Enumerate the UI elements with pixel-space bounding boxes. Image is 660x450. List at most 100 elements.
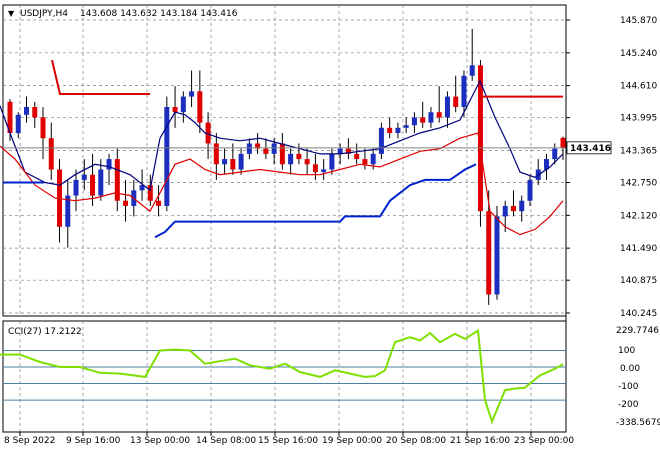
- candle-body: [15, 114, 21, 134]
- time-label: 23 Sep 00:00: [514, 436, 574, 446]
- candle-body: [147, 185, 153, 201]
- candle: [461, 70, 467, 118]
- candle-body: [329, 153, 335, 170]
- candle-body: [230, 159, 236, 170]
- candle-body: [552, 148, 558, 160]
- candle-body: [378, 127, 384, 154]
- candle: [197, 70, 203, 134]
- candle: [519, 195, 525, 222]
- candle: [24, 96, 30, 123]
- candle-body: [453, 96, 459, 107]
- candle-body: [494, 216, 500, 295]
- candle-body: [156, 200, 162, 206]
- candle-body: [519, 200, 525, 212]
- time-label: 9 Sep 16:00: [66, 436, 121, 446]
- candle: [15, 112, 21, 139]
- candle-body: [477, 65, 483, 212]
- candle-body: [180, 96, 186, 113]
- candle-body: [304, 159, 310, 165]
- candle-body: [362, 159, 368, 165]
- cci-levels: [3, 349, 566, 401]
- candle-body: [263, 148, 269, 154]
- candle-body: [370, 153, 376, 165]
- candle-body: [395, 127, 401, 134]
- candle-body: [354, 153, 360, 160]
- candle-body: [197, 91, 203, 123]
- candle-body: [32, 106, 38, 118]
- candle-body: [387, 127, 393, 134]
- candle: [510, 190, 516, 217]
- time-label: 15 Sep 16:00: [258, 436, 318, 446]
- time-label: 21 Sep 16:00: [450, 436, 510, 446]
- candle: [81, 159, 87, 191]
- price-label: 145.240: [620, 49, 657, 59]
- price-label: 144.610: [620, 82, 657, 92]
- candle-body: [543, 159, 549, 170]
- candle-body: [411, 117, 417, 126]
- candle-body: [560, 137, 566, 148]
- cci-header: CCI(27) 17.2122: [8, 327, 82, 337]
- cci-label: 229.7746: [616, 326, 659, 336]
- candle-body: [279, 143, 285, 165]
- candle-body: [428, 112, 434, 123]
- candle-body: [461, 75, 467, 107]
- stop-lines: [3, 59, 563, 239]
- candle: [246, 138, 252, 160]
- candle: [32, 101, 38, 128]
- candle-body: [420, 117, 426, 123]
- candle: [73, 169, 79, 212]
- candle: [436, 86, 442, 123]
- candle: [312, 153, 318, 180]
- stop-line-red: [51, 59, 150, 95]
- candle: [48, 122, 54, 180]
- candle: [378, 122, 384, 160]
- candle-body: [48, 138, 54, 170]
- candle-body: [205, 122, 211, 144]
- candle: [444, 91, 450, 128]
- candle: [477, 60, 483, 227]
- candle: [403, 117, 409, 134]
- current-price-label: 143.416: [570, 144, 611, 154]
- candle: [494, 205, 500, 300]
- ohlc-header: 143.608 143.632 143.184 143.416: [80, 9, 238, 19]
- candle-body: [213, 143, 219, 165]
- candle-body: [469, 65, 475, 76]
- candle-body: [139, 185, 145, 191]
- candle: [238, 148, 244, 175]
- candle: [387, 117, 393, 139]
- price-panel[interactable]: ▼ USDJPY,H4 143.608 143.632 143.184 143.…: [0, 4, 567, 317]
- candle: [180, 91, 186, 123]
- candle: [420, 101, 426, 128]
- candle-body: [502, 205, 508, 217]
- candle-body: [65, 195, 71, 227]
- price-label: 141.490: [620, 244, 657, 254]
- candle: [345, 138, 351, 160]
- candle-body: [436, 112, 442, 118]
- candle: [123, 179, 129, 222]
- candle: [279, 133, 285, 170]
- time-label: 14 Sep 08:00: [196, 436, 256, 446]
- candle: [205, 112, 211, 160]
- candle-body: [288, 153, 294, 165]
- candle-body: [98, 169, 104, 196]
- candle-body: [73, 179, 79, 196]
- candle-body: [510, 205, 516, 212]
- chart-menu-icon[interactable]: ▼: [8, 9, 15, 18]
- candle-body: [255, 143, 261, 149]
- candle: [114, 148, 120, 212]
- candle: [90, 153, 96, 206]
- candle: [271, 138, 277, 165]
- candle: [321, 159, 327, 180]
- candle-body: [7, 101, 13, 134]
- time-label: 8 Sep 2022: [4, 436, 55, 446]
- time-label: 13 Sep 00:00: [130, 436, 190, 446]
- candle: [354, 143, 360, 165]
- candle: [263, 138, 269, 160]
- price-label: 140.875: [620, 276, 657, 286]
- candle: [296, 143, 302, 165]
- candle: [255, 133, 261, 154]
- candle-body: [164, 106, 170, 206]
- candle-body: [238, 153, 244, 170]
- cci-panel[interactable]: CCI(27) 17.2122 229.7746 100 0.00 -100 -…: [0, 320, 660, 433]
- candle-body: [24, 106, 30, 115]
